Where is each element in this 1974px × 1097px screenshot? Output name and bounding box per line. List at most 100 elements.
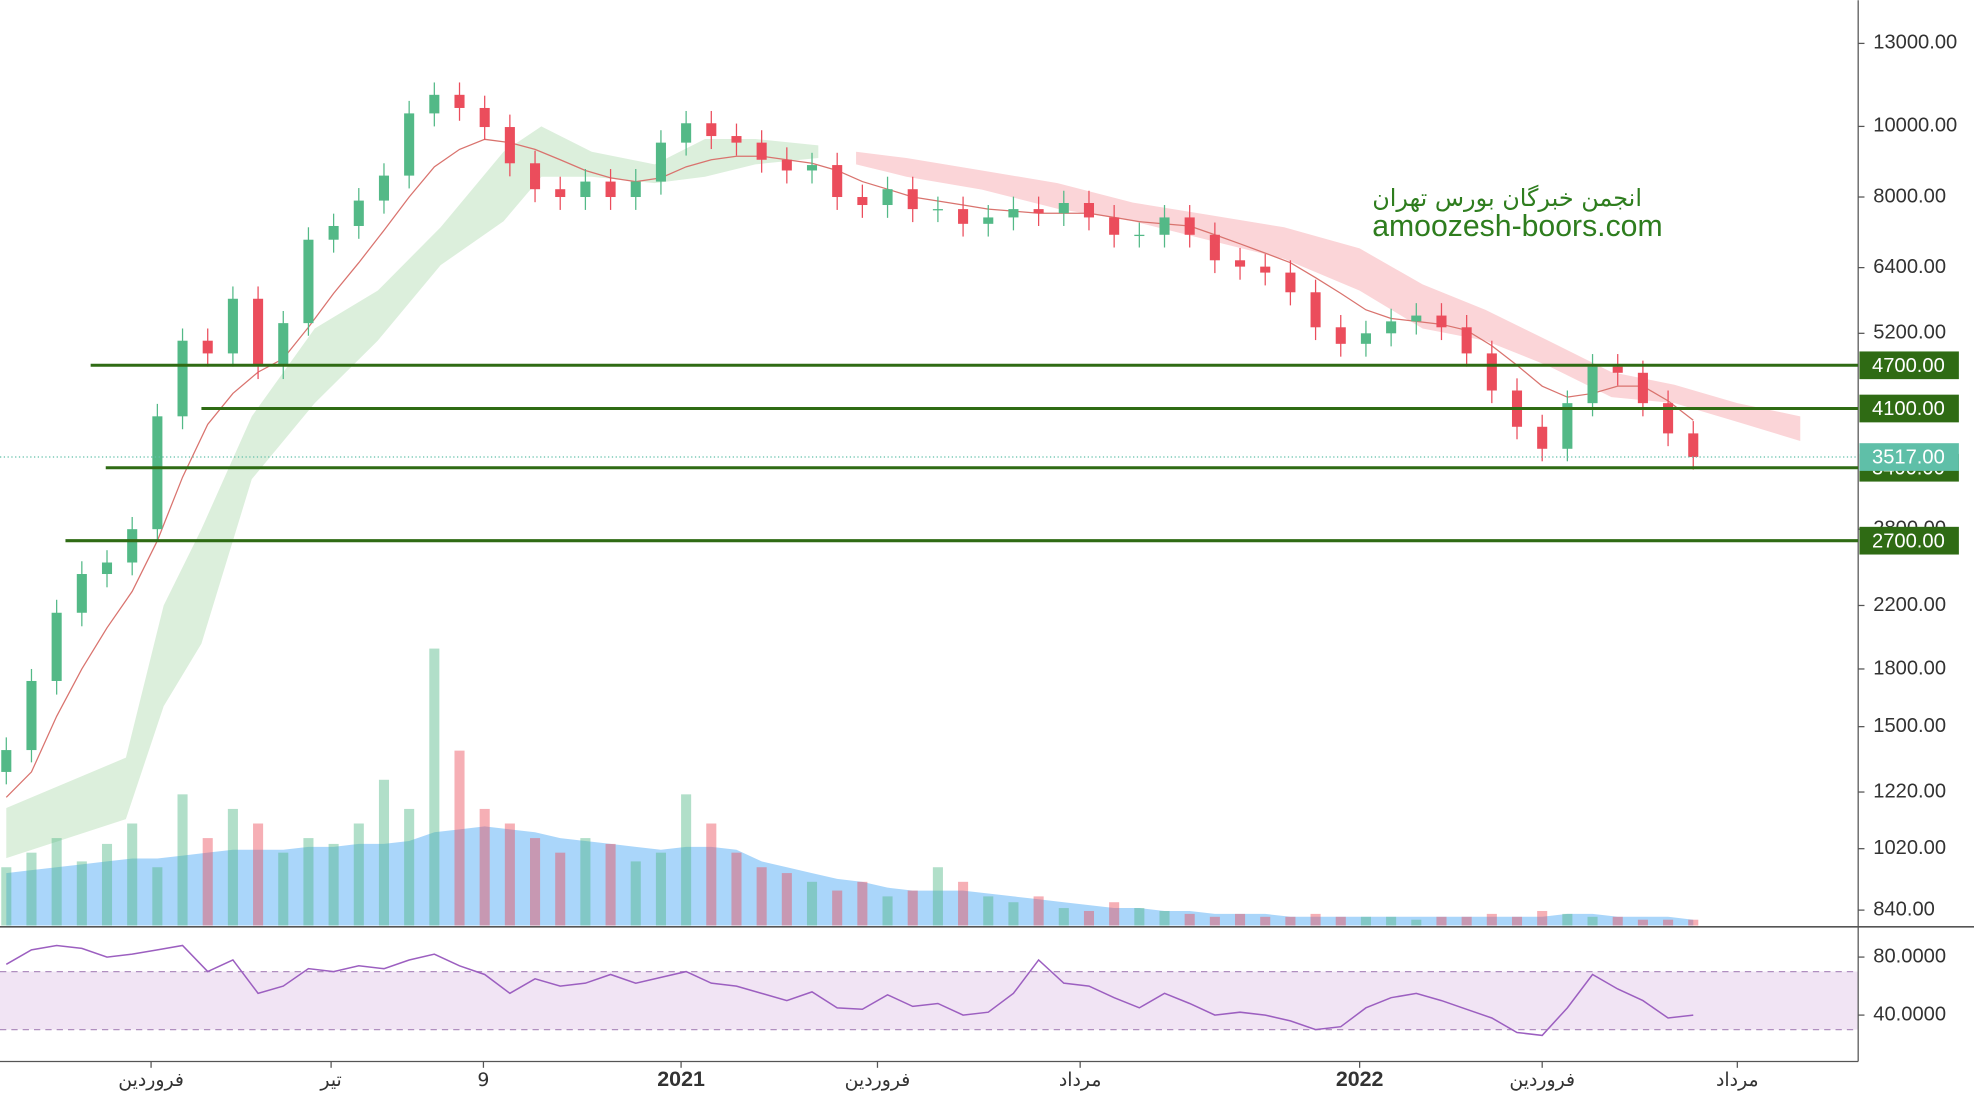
candle-body bbox=[932, 209, 943, 211]
y-tick-label: 5200.00 bbox=[1873, 322, 1946, 344]
candle-body bbox=[479, 107, 490, 128]
y-tick-label: 1020.00 bbox=[1873, 837, 1946, 859]
main-layer bbox=[1, 82, 1699, 1037]
volume-bar bbox=[152, 867, 163, 926]
x-tick-label: مرداد bbox=[1059, 1069, 1102, 1091]
volume-bar bbox=[378, 779, 390, 926]
volume-bar bbox=[454, 750, 465, 926]
volume-bar bbox=[882, 896, 893, 926]
volume-bar bbox=[202, 838, 213, 926]
volume-bar bbox=[504, 823, 515, 926]
volume-bar bbox=[932, 867, 943, 926]
candle-body bbox=[555, 189, 566, 198]
candle-body bbox=[1285, 272, 1296, 293]
volume-bar bbox=[1134, 908, 1145, 926]
y-tick-label: 2200.00 bbox=[1873, 594, 1946, 616]
candle-body bbox=[530, 163, 541, 190]
candle-body bbox=[731, 136, 742, 143]
x-tick-label: 2021 bbox=[657, 1067, 705, 1091]
volume-bar bbox=[1109, 902, 1120, 926]
volume-bar bbox=[1, 867, 12, 926]
candle-body bbox=[177, 340, 188, 417]
candle-body bbox=[1109, 217, 1120, 235]
candle-body bbox=[76, 574, 87, 613]
candle-body bbox=[1033, 209, 1044, 214]
volume-bar bbox=[1159, 910, 1170, 926]
last-price-label: 3517.00 bbox=[1872, 447, 1945, 469]
volume-bar bbox=[1260, 916, 1271, 926]
volume-bar bbox=[101, 843, 113, 926]
x-tick-label: فروردین bbox=[845, 1069, 911, 1091]
candle-body bbox=[1587, 366, 1598, 404]
rsi-line bbox=[5, 944, 1694, 1037]
level-label: 4100.00 bbox=[1872, 398, 1945, 420]
volume-bar bbox=[605, 843, 616, 926]
candle-body bbox=[1461, 327, 1472, 354]
volume-bar bbox=[655, 852, 666, 926]
volume-bar bbox=[1184, 913, 1195, 926]
candle-body bbox=[1360, 333, 1371, 344]
volume-bar bbox=[1083, 910, 1095, 926]
x-tick-label: فروردین bbox=[1509, 1069, 1575, 1091]
volume-bar bbox=[1235, 913, 1246, 926]
candle-body bbox=[1612, 366, 1623, 373]
volume-bar bbox=[1285, 916, 1296, 926]
volume-bar bbox=[1486, 913, 1497, 926]
candle-body bbox=[152, 416, 163, 530]
x-tick-label: فروردین bbox=[118, 1069, 184, 1091]
y-tick-label: 8000.00 bbox=[1873, 185, 1946, 207]
candle-body bbox=[1663, 403, 1674, 434]
volume-bar bbox=[983, 896, 994, 926]
volume-bar bbox=[832, 890, 843, 926]
volume-bar bbox=[681, 794, 692, 926]
candle-body bbox=[1058, 203, 1069, 214]
volume-bar bbox=[1209, 916, 1220, 926]
volume-bar bbox=[328, 843, 339, 926]
volume-bar bbox=[1637, 919, 1648, 926]
candle-body bbox=[1184, 217, 1195, 235]
volume-bar bbox=[26, 852, 37, 926]
volume-bar bbox=[756, 867, 767, 926]
volume-bar bbox=[1386, 916, 1397, 926]
candle-body bbox=[1637, 372, 1648, 404]
candle-body bbox=[1260, 266, 1271, 273]
candle-body bbox=[404, 113, 415, 176]
volume-bar bbox=[958, 881, 969, 926]
candle-body bbox=[1209, 234, 1220, 261]
candle-body bbox=[655, 142, 666, 182]
candle-body bbox=[1688, 433, 1699, 458]
cloud bbox=[856, 151, 1801, 441]
level-label-box bbox=[1859, 394, 1959, 423]
candle-body bbox=[1335, 327, 1346, 344]
volume-bar bbox=[1511, 916, 1523, 926]
level-label: 4700.00 bbox=[1872, 355, 1945, 377]
volume-bar bbox=[1436, 916, 1447, 926]
volume-bar bbox=[907, 890, 918, 926]
rsi-band bbox=[0, 971, 1859, 1030]
volume-bar bbox=[1663, 919, 1674, 926]
volume-bar bbox=[253, 823, 264, 926]
x-tick-label: 9 bbox=[477, 1069, 489, 1091]
candle-body bbox=[681, 123, 692, 143]
volume-bar bbox=[580, 838, 591, 926]
candle-body bbox=[1310, 292, 1321, 328]
volume-bar bbox=[857, 881, 868, 926]
candle-body bbox=[504, 127, 515, 164]
rsi-tick-label: 40.0000 bbox=[1873, 1003, 1946, 1025]
volume-bar bbox=[429, 648, 440, 926]
candle-body bbox=[806, 165, 818, 171]
candle-body bbox=[1235, 260, 1246, 267]
candle-body bbox=[51, 612, 62, 681]
volume-bar bbox=[51, 838, 62, 926]
candle-body bbox=[1, 750, 12, 772]
x-tick-label: 2022 bbox=[1336, 1067, 1384, 1091]
volume-bar bbox=[303, 838, 314, 926]
volume-bar bbox=[706, 823, 717, 926]
volume-bar bbox=[1310, 913, 1321, 926]
candle-body bbox=[1411, 315, 1422, 322]
volume-bar bbox=[731, 852, 742, 926]
volume-bar bbox=[1033, 896, 1044, 926]
x-tick-label: تیر bbox=[319, 1069, 341, 1091]
candle-body bbox=[202, 340, 213, 354]
candle-body bbox=[227, 298, 238, 354]
